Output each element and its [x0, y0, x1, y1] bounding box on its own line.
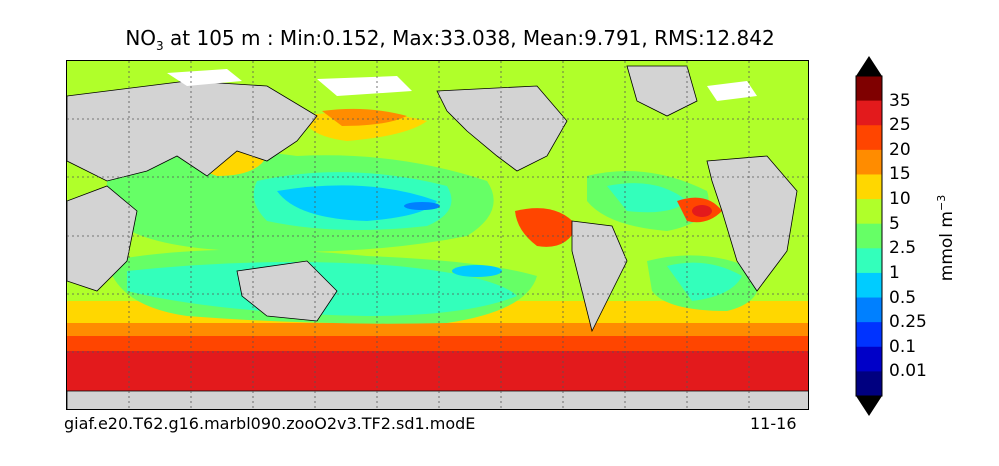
colorbar-tick-label: 20: [889, 139, 911, 160]
land-greenland: [626, 65, 698, 117]
colorbar-arrow-bottom: [856, 396, 882, 416]
land-north-america: [436, 85, 568, 172]
map-panel: [66, 60, 809, 410]
colorbar-border: [855, 75, 883, 397]
colorbar-tick-label: 5: [889, 213, 900, 234]
graticule: [67, 61, 808, 409]
colorbar-unit-label: mmol m−3: [935, 194, 957, 282]
ocean-contour-map: [67, 61, 808, 409]
colorbar-segment: [856, 346, 882, 372]
colorbar-tick-label: 25: [889, 115, 911, 136]
south-pacific-gyre-core: [452, 265, 502, 277]
colorbar-segment: [856, 125, 882, 151]
colorbar-segment: [856, 199, 882, 225]
colorbar-tick-label: 15: [889, 164, 911, 185]
west-africa-upwelling-core: [692, 205, 712, 217]
colorbar-tick-label: 0.1: [889, 336, 917, 357]
sea-ice: [167, 69, 757, 101]
colorbar-tick-label: 0.01: [889, 361, 927, 382]
date-range: 11-16: [750, 414, 797, 433]
land-africa: [706, 155, 798, 292]
colorbar: [855, 56, 883, 416]
eastern-pacific-upwelling: [515, 208, 577, 247]
north-pacific-subpolar-15: [322, 108, 407, 126]
colorbar-tick-label: 35: [889, 90, 911, 111]
land-australia: [236, 260, 338, 322]
colorbar-tick-label: 2.5: [889, 238, 917, 259]
colorbar-tick-label: 10: [889, 189, 911, 210]
south-atlantic-gyre-mid: [667, 262, 742, 301]
colorbar-segment: [856, 248, 882, 274]
colorbar-tick-label: 0.25: [889, 312, 927, 333]
colorbar-segment: [856, 174, 882, 200]
north-atlantic-gyre-mid: [607, 183, 687, 213]
colorbar-segment: [856, 272, 882, 299]
north-pacific-gyre-core: [277, 185, 437, 221]
colorbar-segment: [856, 100, 882, 126]
land-eurasia: [67, 80, 318, 182]
land-antarctica: [67, 390, 808, 409]
colorbar-segment: [856, 76, 882, 102]
colorbar-segment: [856, 322, 882, 348]
colorbar-segment: [856, 297, 882, 323]
case-name: giaf.e20.T62.g16.marbl090.zooO2v3.TF2.sd…: [64, 414, 476, 433]
land-south-america: [571, 220, 628, 333]
land-masses: [67, 65, 808, 409]
land-africa-west: [67, 185, 138, 292]
colorbar-arrow-top: [856, 56, 882, 76]
north-pacific-gyre-min: [404, 202, 440, 210]
colorbar-segment: [856, 371, 882, 397]
colorbar-segment: [856, 223, 882, 249]
map-title: NO3 at 105 m : Min:0.152, Max:33.038, Me…: [125, 26, 775, 53]
colorbar-segment: [856, 149, 882, 175]
colorbar-tick-label: 0.5: [889, 287, 917, 308]
colorbar-tick-label: 1: [889, 262, 900, 283]
